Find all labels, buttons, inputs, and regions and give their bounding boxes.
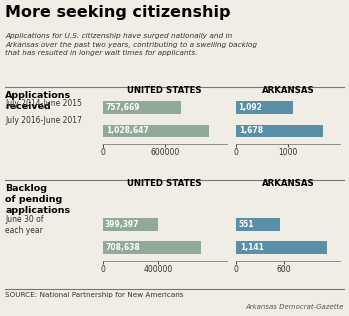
Bar <box>236 218 280 231</box>
Text: UNITED STATES: UNITED STATES <box>127 179 202 187</box>
Text: 1,141: 1,141 <box>240 243 264 252</box>
Text: July 2014-June 2015: July 2014-June 2015 <box>5 100 82 108</box>
Text: July 2016-June 2017: July 2016-June 2017 <box>5 116 82 125</box>
Text: Backlog
of pending
applications: Backlog of pending applications <box>5 184 70 215</box>
Text: ARKANSAS: ARKANSAS <box>261 179 314 187</box>
Text: ARKANSAS: ARKANSAS <box>261 86 314 95</box>
Bar <box>103 125 209 137</box>
Text: SOURCE: National Partnership for New Americans: SOURCE: National Partnership for New Ame… <box>5 292 184 298</box>
Text: 708,638: 708,638 <box>106 243 141 252</box>
Text: Applications for U.S. citizenship have surged nationally and in
Arkansas over th: Applications for U.S. citizenship have s… <box>5 33 257 56</box>
Text: More seeking citizenship: More seeking citizenship <box>5 5 231 20</box>
Bar <box>236 125 324 137</box>
Bar <box>236 241 327 254</box>
Text: 1,028,647: 1,028,647 <box>106 126 149 136</box>
Text: Applications
received: Applications received <box>5 91 71 111</box>
Text: 551: 551 <box>238 220 253 229</box>
Text: 1,678: 1,678 <box>240 126 264 136</box>
Text: 757,669: 757,669 <box>105 103 140 112</box>
Bar <box>236 101 293 114</box>
Text: Arkansas Democrat-Gazette: Arkansas Democrat-Gazette <box>245 304 344 310</box>
Text: UNITED STATES: UNITED STATES <box>127 86 202 95</box>
Text: 1,092: 1,092 <box>238 103 262 112</box>
Bar <box>103 241 201 254</box>
Text: 399,397: 399,397 <box>105 220 139 229</box>
Text: June 30 of
each year: June 30 of each year <box>5 215 44 235</box>
Bar <box>103 218 158 231</box>
Bar <box>103 101 181 114</box>
